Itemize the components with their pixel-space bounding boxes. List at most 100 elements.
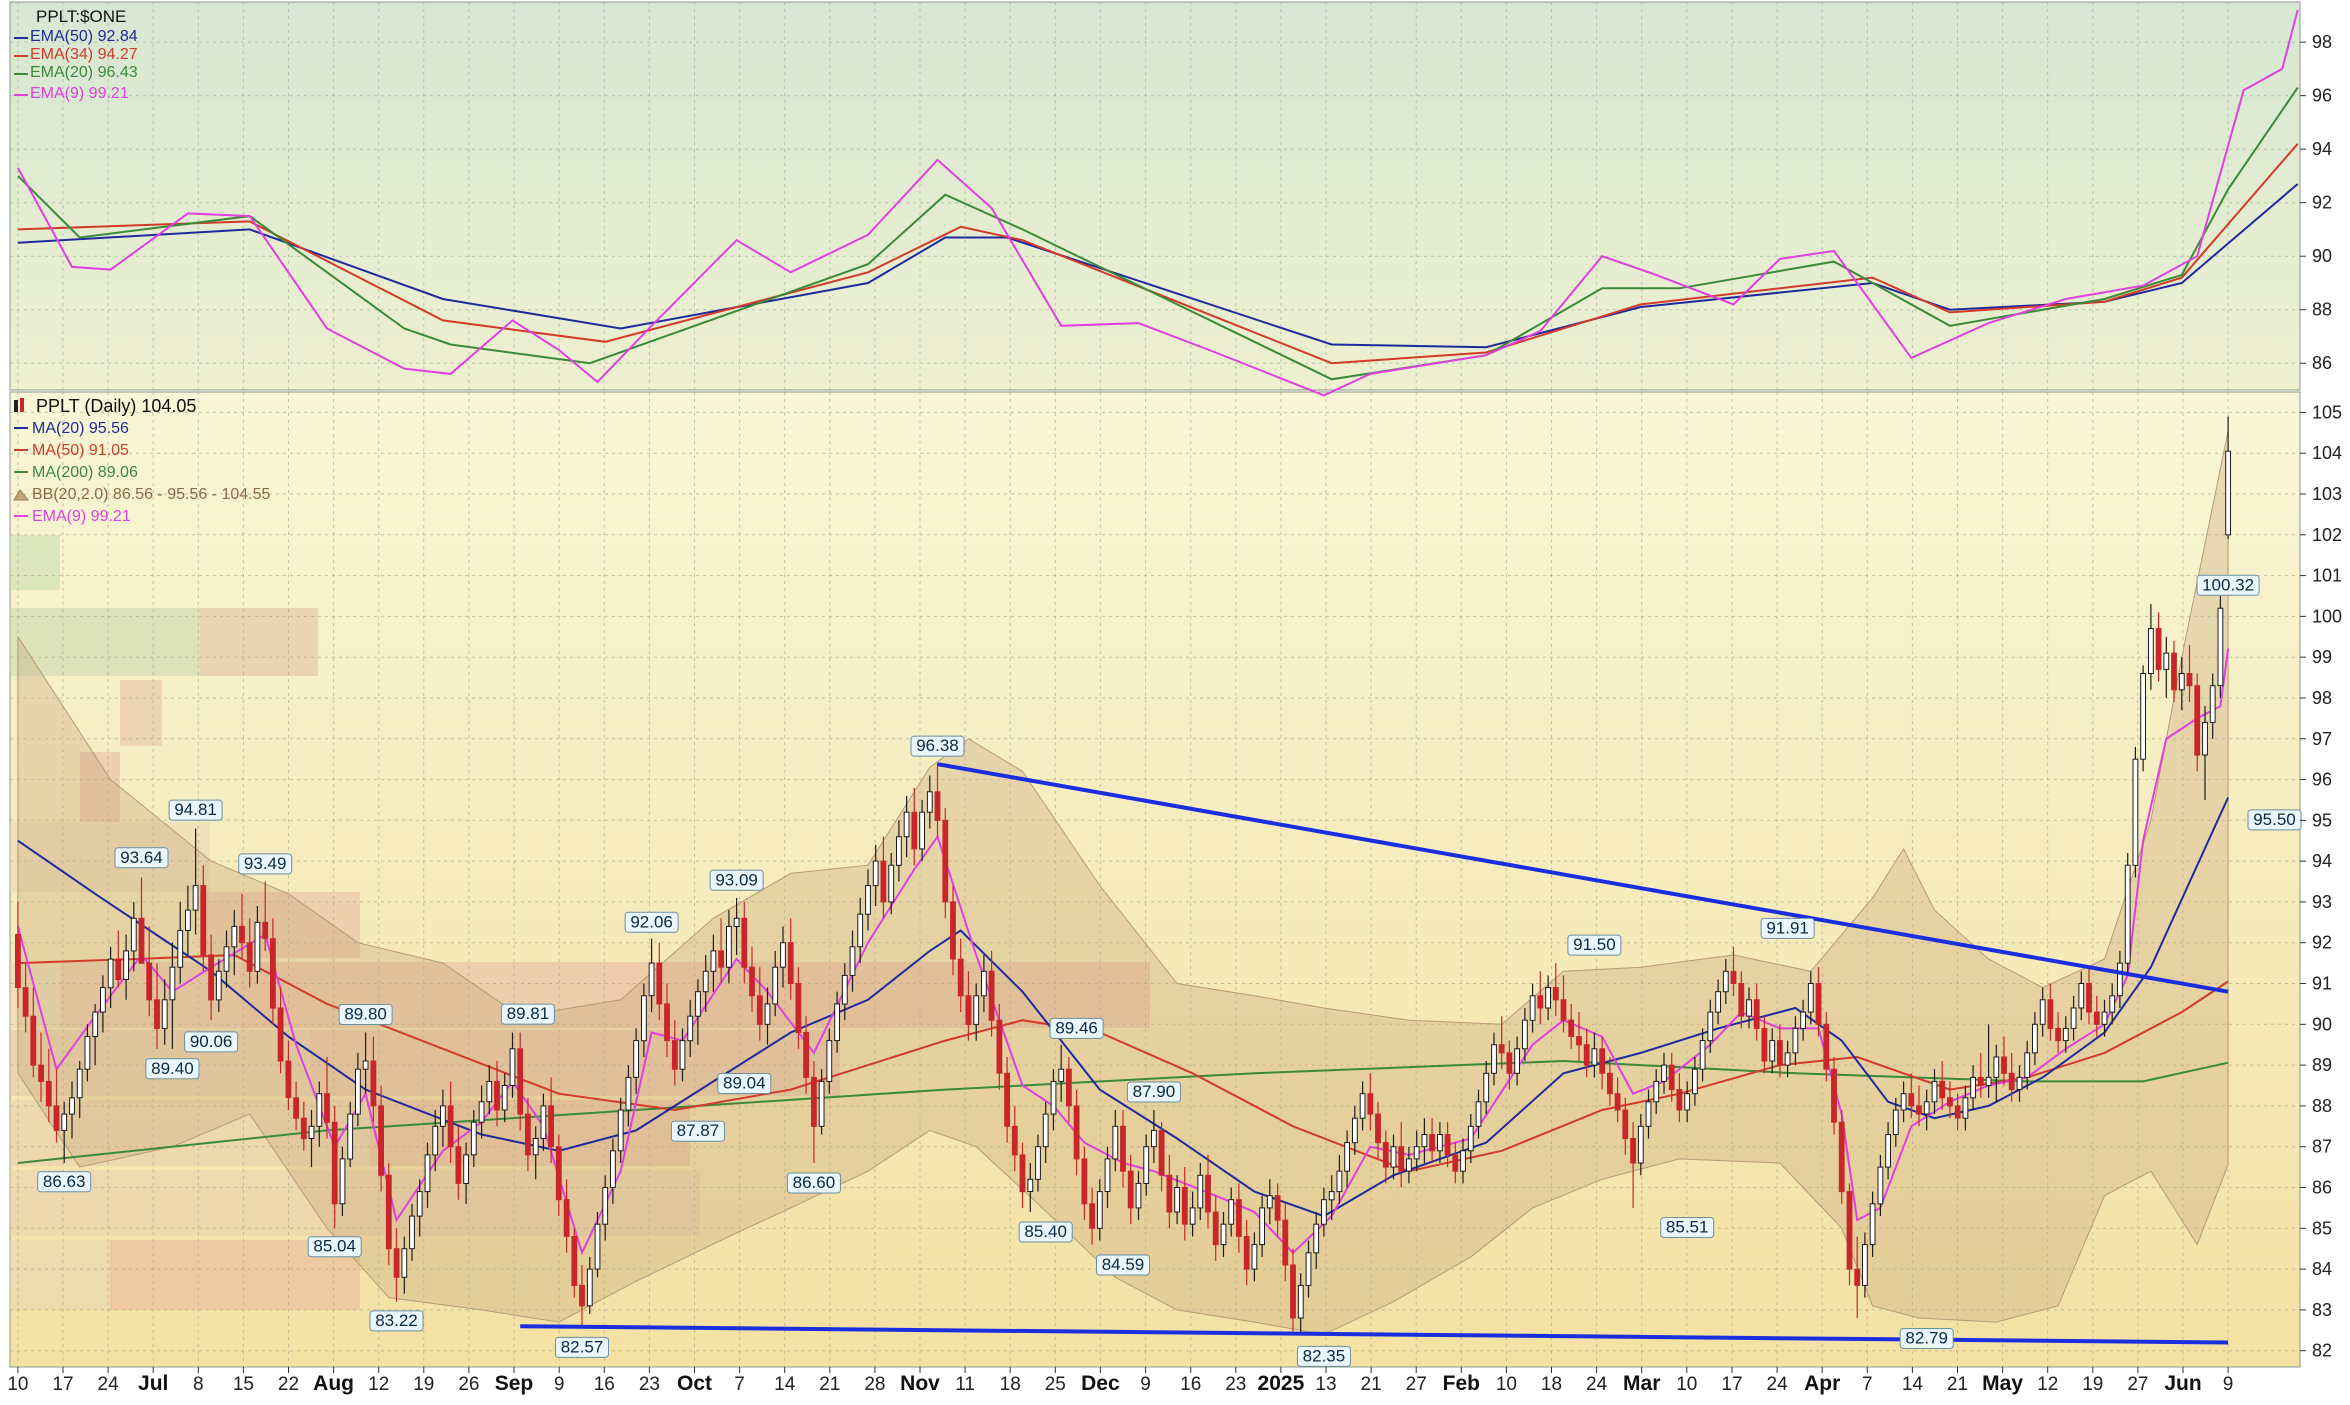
- lower-y-tick-label: 85: [2312, 1218, 2332, 1238]
- candle-body: [463, 1154, 470, 1185]
- candle-body: [1127, 1170, 1134, 1209]
- x-tick-label: 10: [1676, 1374, 1697, 1395]
- candle-body: [1498, 1044, 1505, 1054]
- annotation-box: [338, 1004, 393, 1025]
- x-tick-label: 22: [278, 1374, 299, 1395]
- candle-body: [100, 987, 106, 1013]
- candle-body: [509, 1048, 516, 1087]
- candle-body: [764, 1003, 771, 1025]
- upper-ema-line: [17, 87, 2299, 381]
- candle-body: [1545, 987, 1551, 1009]
- annotation-box: [168, 799, 223, 821]
- candle-body: [1599, 1048, 1606, 1074]
- candle-body: [154, 999, 160, 1029]
- lower-y-axis: 105 104 103 102 101 100 99 98 97 96 95 94 93 92 91 90 89…: [2300, 402, 2342, 1361]
- x-tick-label: 18: [1000, 1374, 1021, 1395]
- candle-body: [1576, 1036, 1582, 1046]
- x-tick-label: 21: [819, 1374, 840, 1395]
- candle-body: [385, 1174, 392, 1250]
- candle-body: [308, 1125, 315, 1140]
- candle-body: [633, 1040, 640, 1078]
- candle-body: [1583, 1044, 1590, 1066]
- candle-body: [2101, 1011, 2108, 1025]
- candle-body: [1081, 1158, 1088, 1205]
- annotation-box: [238, 853, 293, 875]
- x-tick-label: Mar: [1623, 1372, 1660, 1395]
- price-annotation: 86.60: [786, 1172, 841, 1194]
- candle-body: [718, 950, 725, 968]
- candle-body: [2078, 983, 2085, 1009]
- candle-body: [409, 1215, 415, 1250]
- upper-ema-line: [17, 143, 2299, 365]
- x-tick-label: 24: [98, 1374, 120, 1395]
- candle-body: [2032, 1023, 2038, 1054]
- x-tick-label: Aug: [313, 1372, 354, 1395]
- candle-body: [749, 966, 755, 997]
- candle-body: [2194, 685, 2201, 756]
- candle-body: [1352, 1117, 1358, 1144]
- candle-body: [1846, 1191, 1853, 1270]
- candle-body: [563, 1199, 570, 1237]
- candle-body: [1135, 1182, 1142, 1209]
- legend-ema9-price: EMA(9) 99.21: [32, 508, 131, 525]
- lower-y-tick-label: 105: [2312, 402, 2342, 422]
- candle-body: [1073, 1105, 1080, 1160]
- candle-body: [1777, 1040, 1783, 1066]
- candle-body: [957, 958, 964, 997]
- candle-body: [2132, 758, 2139, 866]
- candle-body: [710, 950, 717, 972]
- price-annotation: 93.49: [238, 853, 293, 875]
- candle-body: [1189, 1207, 1196, 1225]
- x-tick-label: 10: [1496, 1374, 1517, 1395]
- candle-body: [1089, 1203, 1095, 1229]
- candle-body: [1274, 1195, 1281, 1221]
- x-tick-label: May: [1982, 1372, 2023, 1395]
- annotation-box: [145, 1058, 200, 1080]
- lower-y-tick-label: 96: [2312, 770, 2332, 790]
- candle-body: [192, 885, 199, 911]
- candle-body: [76, 1068, 83, 1099]
- candle-body: [888, 864, 895, 903]
- candle-body: [1746, 999, 1752, 1017]
- lower-y-tick-label: 92: [2312, 933, 2332, 953]
- annotation-label: 86.60: [793, 1173, 836, 1192]
- candle-body: [1831, 1068, 1837, 1123]
- candle-body: [1676, 1089, 1683, 1111]
- annotation-box: [307, 1236, 362, 1258]
- annotation-label: 83.22: [375, 1311, 418, 1330]
- candle-body: [1050, 1080, 1057, 1115]
- lower-y-tick-label: 103: [2312, 484, 2342, 504]
- candle-body: [1823, 1023, 1830, 1070]
- legend-ema34: EMA(34) 94.27: [30, 46, 138, 63]
- candle-body: [2117, 962, 2123, 997]
- x-tick-label: 14: [774, 1374, 796, 1395]
- candle-body: [865, 885, 871, 915]
- candle-body: [115, 958, 122, 980]
- candle-body: [1259, 1207, 1265, 1246]
- price-annotation: 83.22: [369, 1310, 424, 1332]
- annotation-box: [1096, 1254, 1150, 1276]
- candle-body: [1923, 1101, 1930, 1115]
- x-tick-label: 10: [7, 1374, 28, 1395]
- price-annotation: 87.90: [1126, 1081, 1181, 1103]
- candle-body: [1437, 1134, 1443, 1152]
- candle-body: [1769, 1040, 1776, 1062]
- candle-body: [262, 921, 269, 940]
- annotation-label: 92.06: [630, 912, 673, 931]
- annotation-box: [1899, 1328, 1954, 1349]
- price-annotation: 94.81: [168, 799, 223, 821]
- price-annotation: 82.35: [1296, 1345, 1351, 1367]
- candle-body: [2140, 673, 2146, 760]
- legend-ma50: MA(50) 91.05: [32, 442, 129, 459]
- price-annotation: 89.81: [500, 1003, 555, 1025]
- price-annotation: 87.87: [670, 1120, 725, 1142]
- candle-body: [1212, 1211, 1219, 1246]
- x-tick-label: 26: [458, 1374, 479, 1395]
- annotation-box: [709, 869, 764, 891]
- upper-panel-background: [9, 1, 2301, 391]
- candle-body: [1892, 1109, 1899, 1135]
- candle-body: [1305, 1252, 1312, 1286]
- annotation-box: [624, 911, 679, 933]
- upper-panel-title: PPLT:$ONE: [36, 7, 126, 26]
- candle-body: [1421, 1134, 1428, 1148]
